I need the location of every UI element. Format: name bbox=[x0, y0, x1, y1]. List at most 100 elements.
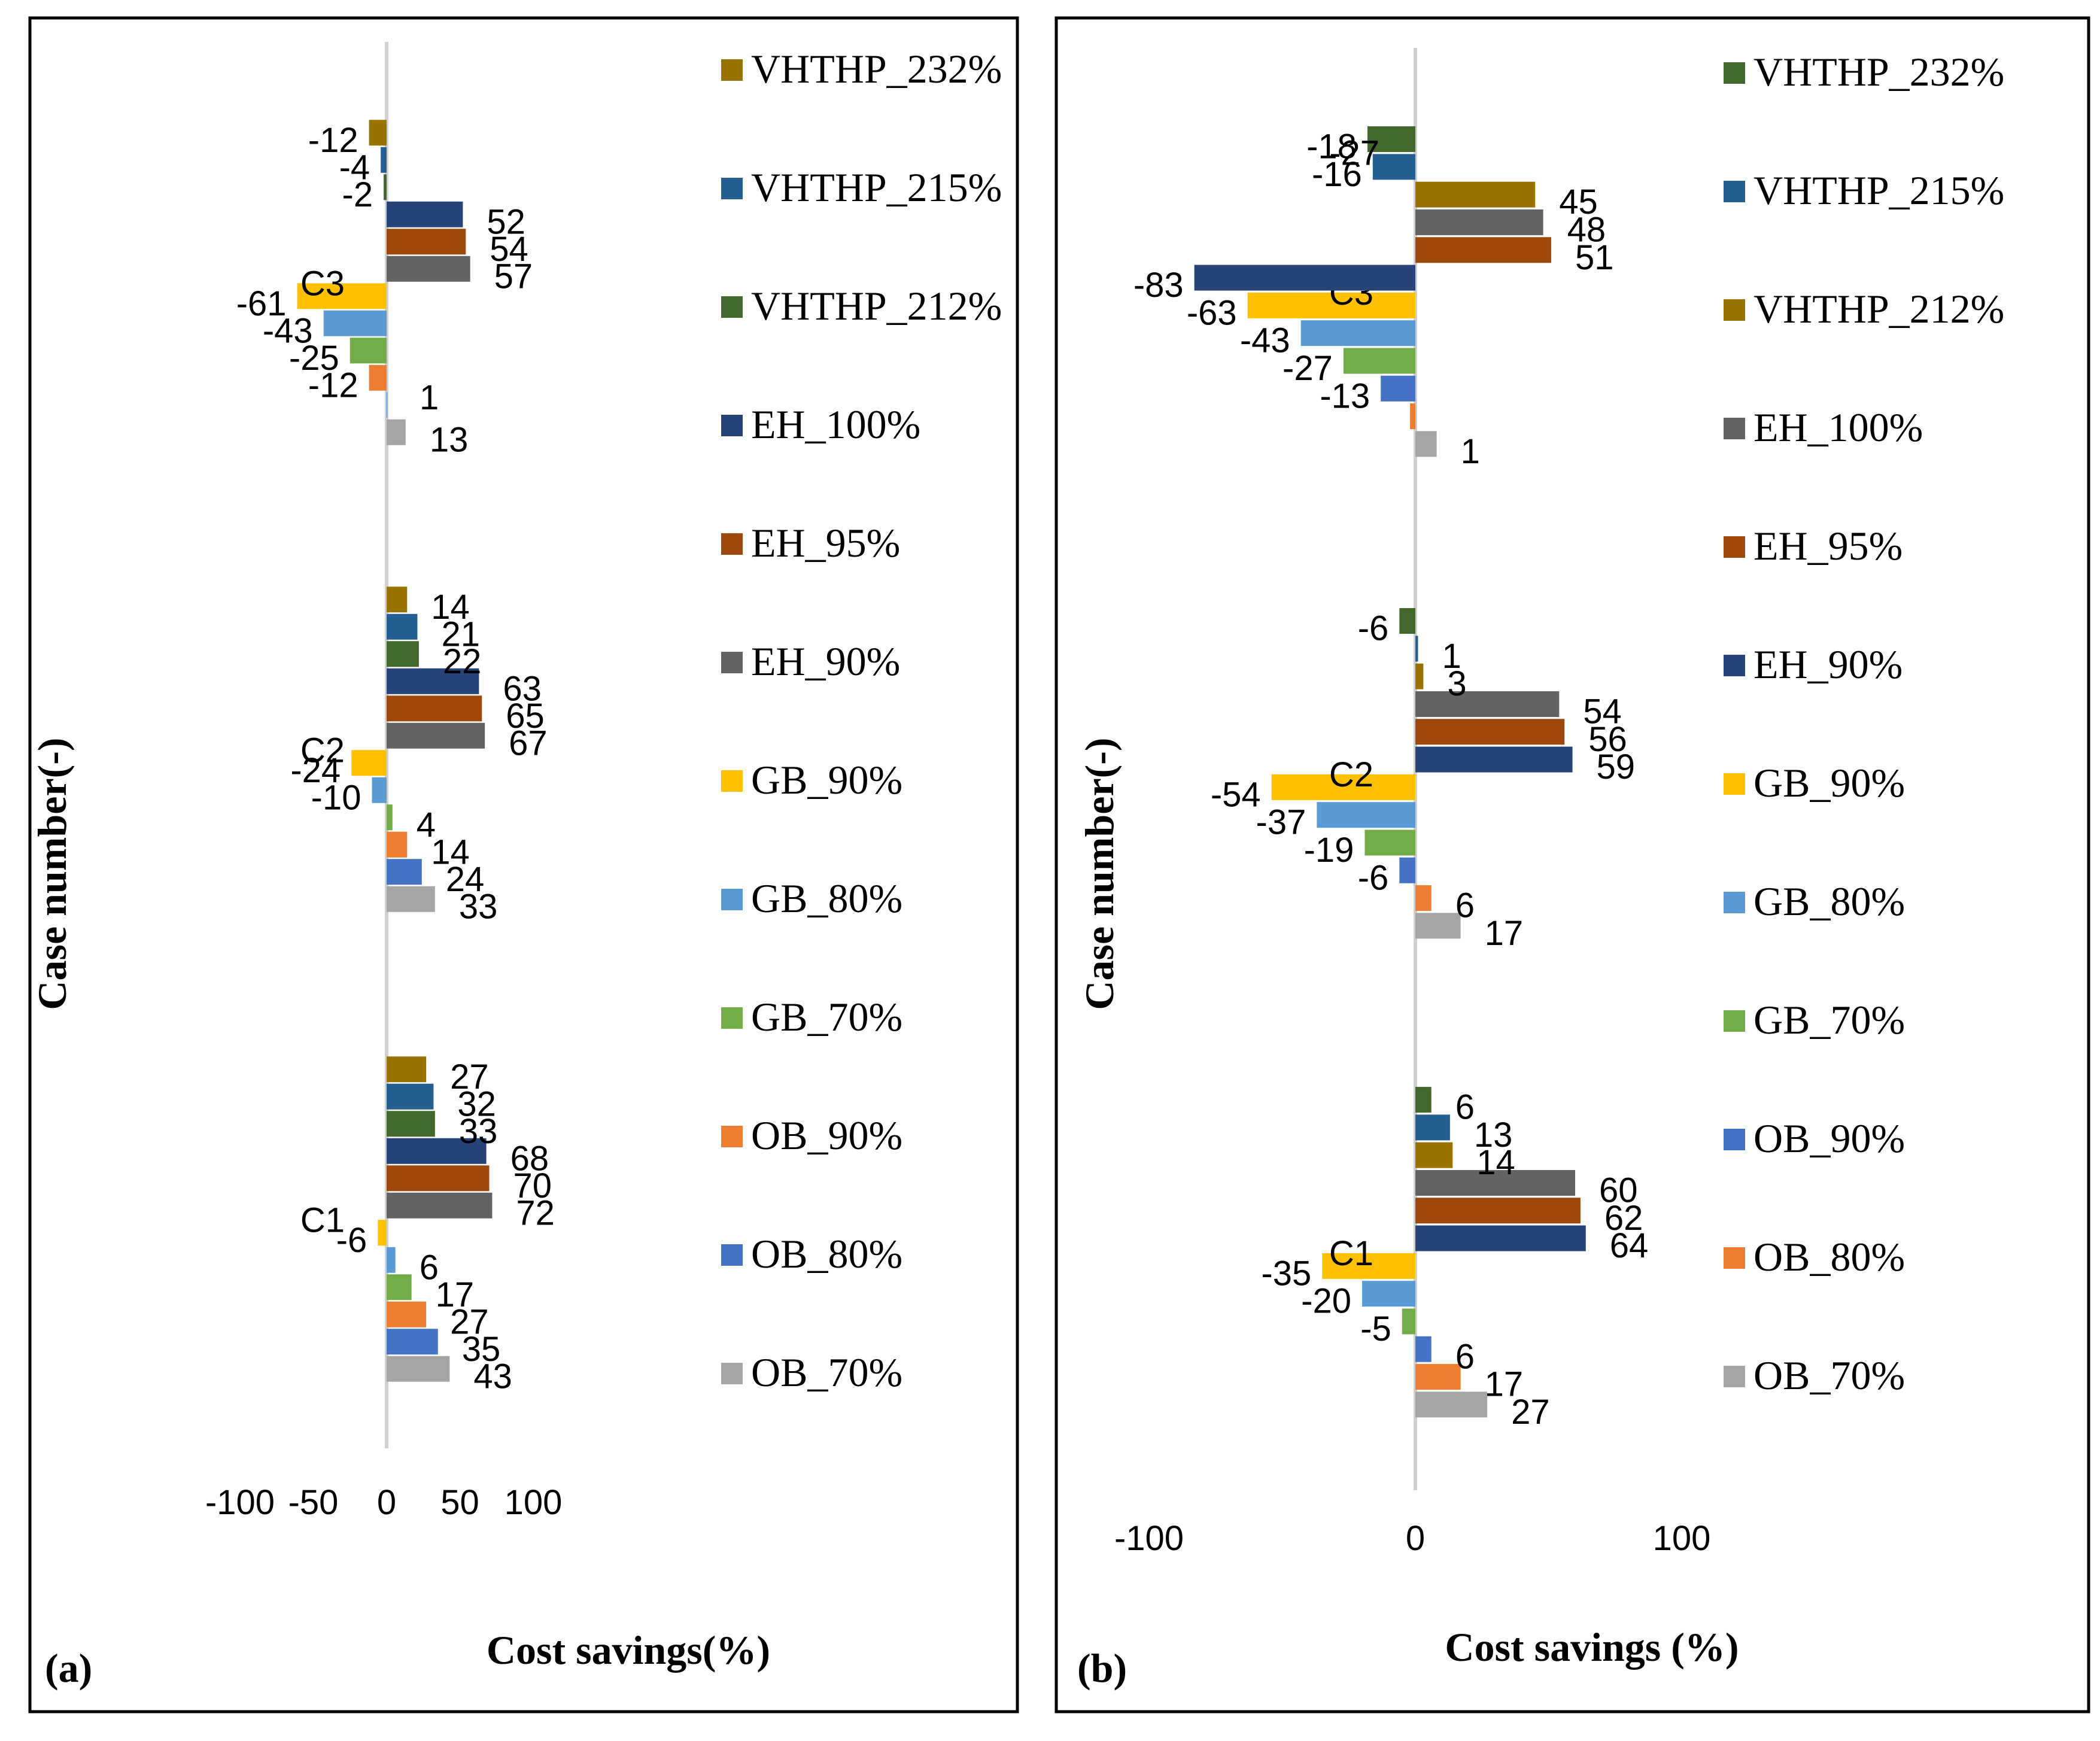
panel-b-data-label: -35 bbox=[1261, 1254, 1311, 1293]
panel-a-data-label: -61 bbox=[236, 284, 287, 323]
panel-a-legend-label: OB_90% bbox=[751, 1113, 902, 1158]
panel-b-bar bbox=[1415, 1198, 1581, 1224]
panel-b-data-label: -18 bbox=[1306, 127, 1357, 166]
panel-a-category-label: C2 bbox=[300, 731, 345, 770]
panel-a-ylabel: Case number(-) bbox=[29, 737, 75, 1010]
panel-a-bar bbox=[372, 777, 387, 803]
panel-a-data-label: 70 bbox=[513, 1166, 552, 1205]
panel-b-bar bbox=[1415, 1336, 1432, 1362]
panel-b-bar bbox=[1399, 608, 1415, 634]
panel-b-bar bbox=[1415, 1391, 1488, 1418]
panel-b-bar bbox=[1415, 1169, 1575, 1196]
panel-b-legend-label: VHTHP_215% bbox=[1753, 168, 2004, 213]
panel-b-frame bbox=[1054, 16, 2090, 1713]
panel-b-bar bbox=[1415, 636, 1418, 662]
panel-b-legend-swatch bbox=[1724, 299, 1745, 321]
panel-b-legend-label: GB_70% bbox=[1753, 997, 1905, 1043]
panel-a-data-label: 54 bbox=[490, 230, 528, 269]
panel-b-xtick-label: 100 bbox=[1653, 1519, 1711, 1558]
panel-b-bar bbox=[1317, 802, 1415, 828]
panel-b-bar bbox=[1362, 1281, 1415, 1307]
panel-b-legend-label: VHTHP_212% bbox=[1753, 286, 2004, 332]
panel-b-legend-swatch bbox=[1724, 62, 1745, 84]
panel-b-bar bbox=[1322, 1253, 1415, 1279]
panel-a-legend-label: OB_80% bbox=[751, 1231, 902, 1277]
panel-a-data-label: 67 bbox=[509, 724, 548, 762]
panel-b-data-label: 17 bbox=[1485, 914, 1524, 953]
panel-b-bar bbox=[1402, 1308, 1415, 1335]
panel-b-data-label: 56 bbox=[1588, 720, 1627, 759]
panel-b-legend-label: OB_80% bbox=[1753, 1234, 1905, 1280]
panel-b-bar bbox=[1415, 1225, 1586, 1251]
panel-a-data-label: 17 bbox=[436, 1275, 475, 1314]
panel-b-data-label: 60 bbox=[1599, 1171, 1638, 1210]
panel-a-data-label: 43 bbox=[473, 1357, 512, 1396]
panel-b-bar bbox=[1247, 292, 1415, 318]
panel-b-legend-swatch bbox=[1724, 1366, 1745, 1387]
panel-b-legend-label: GB_80% bbox=[1753, 879, 1905, 924]
panel-b-data-label: -19 bbox=[1304, 831, 1354, 870]
panel-b-legend-swatch bbox=[1724, 181, 1745, 202]
panel-a-tag: (a) bbox=[45, 1645, 92, 1691]
panel-a-data-label: 63 bbox=[503, 669, 542, 708]
panel-a-data-label: -24 bbox=[290, 751, 341, 790]
panel-b-data-label: 27 bbox=[1511, 1393, 1550, 1432]
panel-a-data-label: 68 bbox=[510, 1139, 549, 1178]
panel-b-data-label: 45 bbox=[1559, 183, 1598, 221]
panel-a-legend-label: EH_100% bbox=[751, 402, 920, 447]
panel-a-bar bbox=[387, 831, 408, 858]
panel-b-legend-label: OB_90% bbox=[1753, 1116, 1905, 1161]
panel-b-bar bbox=[1415, 885, 1432, 911]
panel-b-data-label: -83 bbox=[1133, 266, 1184, 305]
panel-b-legend-label: EH_95% bbox=[1753, 523, 1903, 569]
panel-a-data-label: -4 bbox=[339, 148, 370, 187]
panel-a-bar bbox=[387, 722, 485, 749]
panel-a-bar bbox=[387, 419, 406, 445]
panel-b-data-label: 6 bbox=[1455, 1337, 1475, 1376]
panel-b-data-label: 6 bbox=[1455, 886, 1475, 925]
panel-b-data-label: -5 bbox=[1360, 1309, 1391, 1348]
panel-b-legend-label: EH_90% bbox=[1753, 642, 1903, 687]
panel-b-bar bbox=[1410, 403, 1415, 430]
panel-b-bar bbox=[1415, 431, 1437, 457]
panel-a-bar bbox=[387, 695, 482, 722]
panel-a-legend-label: GB_90% bbox=[751, 757, 902, 803]
panel-a-bar bbox=[369, 120, 387, 146]
panel-a-bar bbox=[369, 364, 387, 391]
panel-b-bar bbox=[1415, 746, 1573, 773]
panel-b-data-label: 48 bbox=[1567, 210, 1606, 249]
panel-a-legend-label: VHTHP_232% bbox=[751, 46, 1002, 92]
panel-b-data-label: 3 bbox=[1447, 664, 1466, 703]
panel-b-data-label: -37 bbox=[1256, 803, 1306, 842]
panel-a-data-label: 13 bbox=[430, 420, 469, 459]
panel-b-bar bbox=[1415, 1087, 1432, 1113]
panel-b-legend-label: OB_70% bbox=[1753, 1353, 1905, 1398]
panel-a-data-label: 65 bbox=[506, 697, 545, 736]
panel-a-data-label: -2 bbox=[342, 175, 373, 214]
panel-b-data-label: -27 bbox=[1283, 349, 1333, 388]
panel-a-legend-label: GB_80% bbox=[751, 876, 902, 921]
panel-b-xtick-label: 0 bbox=[1406, 1519, 1425, 1558]
panel-a-bar bbox=[387, 1192, 493, 1219]
panel-b-legend-swatch bbox=[1724, 655, 1745, 676]
panel-b-data-label: -43 bbox=[1240, 321, 1290, 360]
panel-b-bar bbox=[1367, 126, 1415, 153]
panel-b-bar bbox=[1343, 348, 1415, 374]
panel-a-bar bbox=[387, 1111, 435, 1137]
panel-b-legend-label: GB_90% bbox=[1753, 760, 1905, 806]
panel-a-legend-swatch bbox=[721, 59, 743, 81]
panel-a-data-label: 6 bbox=[420, 1248, 439, 1287]
panel-b-data-label: 1 bbox=[1442, 637, 1461, 676]
panel-b-bar bbox=[1415, 1142, 1453, 1168]
panel-b-legend-label: EH_100% bbox=[1753, 405, 1923, 450]
panel-b-bar bbox=[1364, 830, 1415, 856]
panel-a-category-label: C1 bbox=[300, 1201, 345, 1239]
panel-b-bar bbox=[1415, 663, 1424, 689]
panel-a-xtick-label: 100 bbox=[505, 1483, 563, 1522]
panel-b-bar bbox=[1415, 1114, 1450, 1141]
panel-b-legend-swatch bbox=[1724, 536, 1745, 558]
panel-b-data-label: 14 bbox=[1476, 1143, 1515, 1182]
panel-a-legend-swatch bbox=[721, 415, 743, 436]
panel-a-bar bbox=[387, 1356, 450, 1382]
